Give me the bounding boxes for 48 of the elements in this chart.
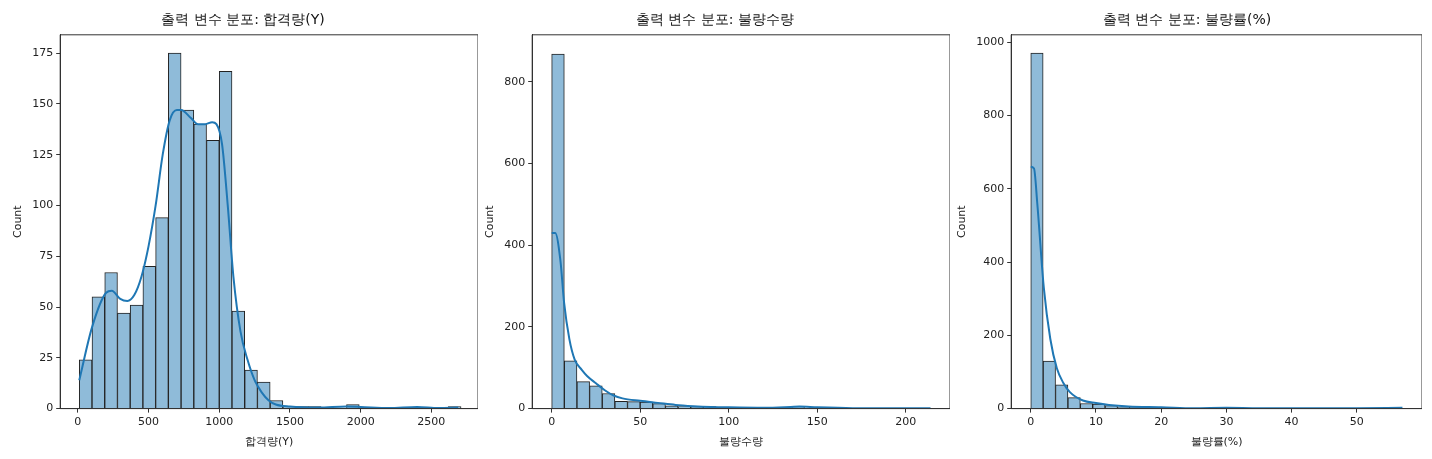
x-tick-label: 0 [74,415,82,429]
y-tick-label: 200 [504,319,526,333]
y-tick-label: 400 [983,254,1005,268]
y-tick-label: 175 [32,45,54,59]
y-axis-title: Count [483,204,497,239]
y-axis-title: Count [11,204,25,239]
x-tick-label: 0 [548,415,556,429]
x-tick-label: 50 [633,415,648,429]
y-tick-label: 75 [39,249,54,263]
y-tick-label: 800 [504,74,526,88]
x-tick-label: 2000 [346,415,375,429]
x-tick-label: 30 [1219,415,1234,429]
chart-title: 출력 변수 분포: 불량수량 [635,11,795,28]
y-tick-label: 100 [32,198,54,212]
y-tick-label: 1000 [976,34,1005,48]
y-tick-label: 0 [518,401,526,415]
y-tick-label: 0 [997,401,1005,415]
x-axis-title: 불량수량 [719,435,764,449]
x-tick-label: 100 [718,415,740,429]
x-tick-label: 40 [1284,415,1299,429]
x-tick-label: 500 [138,415,160,429]
x-tick-label: 2500 [417,415,446,429]
y-tick-label: 800 [983,108,1005,122]
x-tick-label: 150 [806,415,828,429]
x-tick-label: 0 [1027,415,1035,429]
line-series [1029,165,1404,409]
x-tick-label: 50 [1349,415,1364,429]
x-tick-label: 20 [1154,415,1169,429]
x-tick-label: 1500 [275,415,304,429]
x-tick-label: 1000 [205,415,234,429]
y-axis-title: Count [955,204,969,239]
x-tick-label: 200 [895,415,917,429]
chart-title: 출력 변수 분포: 합격량(Y) [161,11,325,28]
x-tick-label: 10 [1088,415,1103,429]
y-tick-label: 125 [32,147,54,161]
x-axis-title: 불량률(%) [1190,435,1243,449]
chart-title: 출력 변수 분포: 불량률(%) [1102,11,1272,28]
y-tick-label: 0 [46,401,54,415]
x-axis-title: 합격량(Y) [244,435,294,449]
line-series [78,108,460,409]
y-tick-label: 50 [39,299,54,313]
y-tick-label: 200 [983,328,1005,342]
y-tick-label: 600 [983,181,1005,195]
y-tick-label: 600 [504,156,526,170]
line-series [550,231,932,409]
y-tick-label: 25 [39,350,54,364]
y-tick-label: 400 [504,238,526,252]
y-tick-label: 150 [32,96,54,110]
